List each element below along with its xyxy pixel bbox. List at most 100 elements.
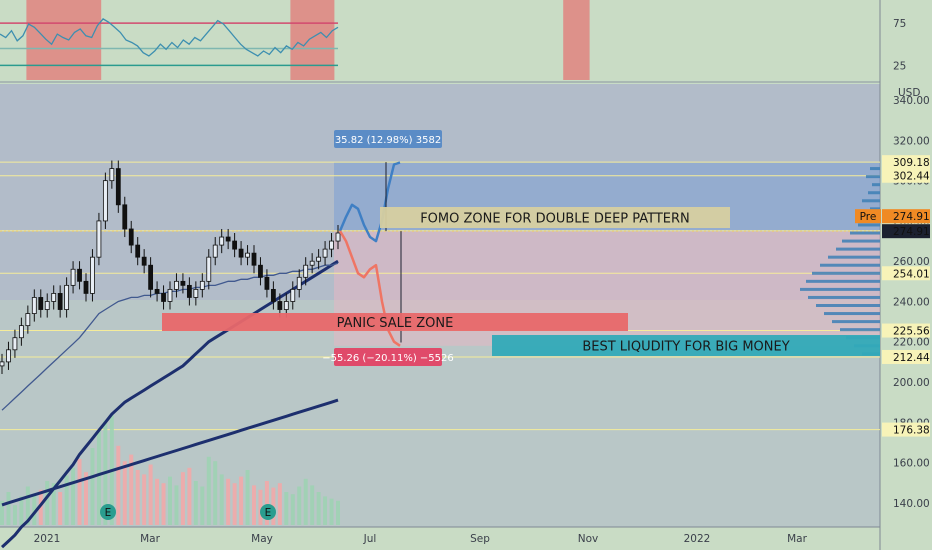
candle-body	[232, 240, 238, 250]
pre-value: 274.91	[893, 211, 930, 223]
annotation-text-1: PANIC SALE ZONE	[337, 316, 454, 331]
candle-body	[174, 280, 179, 290]
candle-body	[161, 293, 166, 302]
pre-label: Pre	[860, 211, 877, 223]
volume-profile-bar	[868, 191, 880, 195]
volume-profile-bar	[836, 247, 880, 251]
candle-body	[322, 248, 328, 258]
volume-profile-bar	[862, 199, 880, 203]
price-tick-label: 200.00	[893, 377, 930, 389]
volume-profile-bar	[858, 223, 880, 227]
candle-body	[219, 236, 225, 246]
candle-body	[212, 244, 218, 258]
volume-bar	[258, 489, 263, 525]
volume-profile-bar	[850, 231, 880, 235]
volume-profile-bar	[866, 175, 880, 179]
volume-bar	[96, 431, 101, 525]
volume-bar	[168, 476, 172, 525]
candle-body	[109, 168, 115, 182]
volume-bar	[187, 467, 192, 525]
candle-body	[0, 361, 5, 367]
price-tick-label: 340.00	[893, 95, 930, 107]
candle-body	[64, 284, 70, 310]
x-tick-label: 2021	[34, 533, 61, 545]
candle-body	[186, 284, 192, 298]
pre-label-bg	[855, 209, 881, 224]
x-tick-label: Mar	[787, 533, 807, 545]
candle-body	[12, 337, 18, 351]
annotation-box-1	[162, 313, 628, 331]
candle-body	[270, 288, 276, 302]
volume-profile-bar	[800, 287, 880, 291]
candle-body	[31, 297, 37, 314]
level-badge-bg	[882, 349, 930, 364]
moving-average-0[interactable]	[0, 259, 339, 549]
volume-bar	[252, 485, 256, 525]
x-tick-label: May	[251, 533, 273, 545]
oscillator-panel	[0, 0, 880, 80]
pre-value-bg	[882, 209, 930, 224]
volume-profile-bar	[840, 328, 880, 332]
price-tick-label: 240.00	[893, 296, 930, 308]
volume-bar	[213, 461, 218, 525]
candle-body	[258, 264, 263, 278]
projection-path-0[interactable]	[338, 161, 401, 243]
candle-body	[167, 288, 173, 302]
oscillator-line[interactable]	[0, 18, 339, 57]
projection-path-1[interactable]	[338, 230, 401, 347]
volume-bar	[232, 483, 237, 525]
volume-bar	[0, 500, 4, 525]
candle-body	[102, 180, 108, 222]
level-badge: 176.38	[893, 425, 930, 437]
volume-bar	[32, 494, 37, 525]
candle-body	[193, 288, 199, 298]
level-badge-bg	[882, 168, 930, 183]
candle-body	[83, 280, 89, 294]
x-tick-label: Mar	[140, 533, 160, 545]
candle-body	[316, 256, 322, 262]
candle-body	[283, 301, 289, 310]
level-badge-bg	[882, 422, 930, 437]
volume-bar	[226, 478, 231, 525]
candle-body	[303, 264, 309, 278]
volume-profile-bar	[816, 304, 880, 307]
moving-average-2[interactable]	[1, 398, 339, 507]
earnings-marker-icon[interactable]	[260, 504, 276, 520]
volume-bar	[239, 476, 244, 525]
x-tick-label: 2022	[684, 533, 711, 545]
volume-profile-bar	[832, 320, 880, 324]
candle-body	[70, 268, 76, 286]
earnings-marker-icon[interactable]	[100, 504, 116, 520]
last-price-badge-bg	[882, 224, 930, 239]
volume-bar	[77, 459, 82, 525]
currency-label[interactable]: USD	[898, 87, 920, 99]
volume-bar	[284, 492, 289, 525]
candle-body	[238, 248, 244, 258]
candle-body	[6, 349, 11, 363]
volume-bar	[84, 472, 88, 525]
oscillator-tick-label: 25	[893, 60, 906, 72]
level-badge: 225.56	[893, 326, 930, 338]
candle-body	[296, 276, 302, 290]
volume-profile-bar	[842, 239, 880, 243]
volume-bar	[71, 467, 76, 525]
candle-body	[148, 264, 154, 290]
candle-body	[96, 220, 102, 258]
volume-bar	[64, 475, 69, 525]
candle-body	[57, 293, 63, 310]
volume-bar	[329, 498, 334, 525]
volume-bar	[135, 470, 140, 525]
volume-profile-bar	[870, 207, 880, 211]
axis-layer: 7525340.00320.00300.00280.00260.00240.00…	[34, 18, 930, 545]
level-badge: 309.18	[893, 157, 930, 169]
oscillator-tick-label: 75	[893, 18, 906, 30]
volume-bar	[290, 494, 295, 525]
candle-body	[44, 301, 50, 310]
volume-bar	[19, 496, 24, 525]
volume-bar	[122, 461, 127, 525]
oscillator-highlight-1	[290, 0, 335, 80]
measurement-badge-bg	[334, 130, 442, 148]
